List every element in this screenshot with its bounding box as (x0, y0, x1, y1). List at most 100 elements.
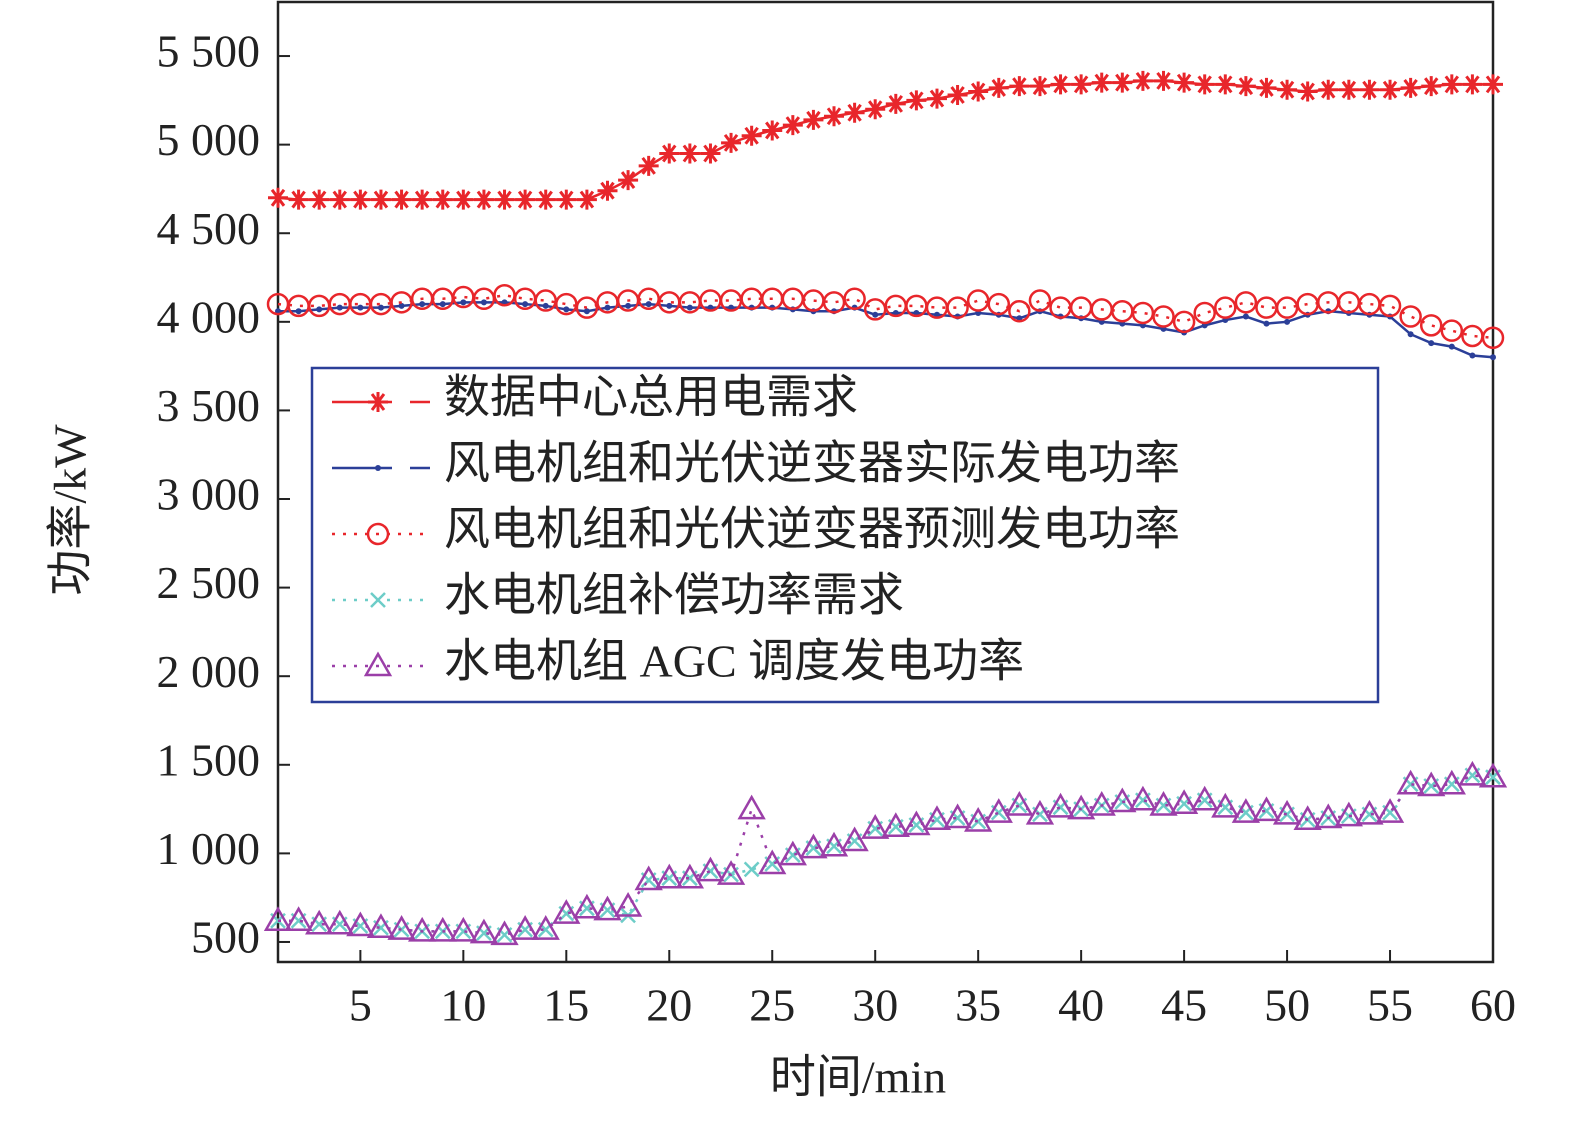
marker-triangle (325, 909, 354, 935)
marker-star (309, 189, 330, 210)
marker-star (391, 189, 412, 210)
marker-star (1421, 76, 1442, 97)
marker-star (432, 189, 453, 210)
x-tick-label: 30 (852, 980, 898, 1031)
marker-triangle (490, 920, 519, 946)
marker-dot (1469, 352, 1476, 359)
legend-label: 风电机组和光伏逆变器实际发电功率 (444, 438, 1180, 489)
marker-dot (1490, 354, 1496, 361)
marker-dot (892, 309, 899, 316)
marker-triangle (778, 840, 807, 866)
marker-star (1256, 77, 1277, 98)
marker-star (926, 88, 947, 109)
marker-dot (1284, 318, 1291, 325)
marker-star (515, 189, 536, 210)
marker-dot (1428, 340, 1435, 347)
marker-circle (1111, 299, 1134, 323)
marker-star (597, 180, 618, 201)
marker-triangle (1066, 794, 1096, 820)
marker-dot (377, 304, 384, 311)
x-tick-label: 55 (1367, 980, 1413, 1031)
marker-circle (366, 522, 390, 546)
marker-star (453, 189, 474, 210)
marker-dot (398, 302, 405, 309)
marker-dot (460, 299, 467, 306)
marker-dot (522, 301, 529, 308)
marker-star (988, 77, 1009, 98)
marker-circle (987, 292, 1011, 316)
marker-triangle (634, 865, 663, 891)
marker-star (1338, 79, 1359, 100)
marker-circle (1028, 289, 1052, 312)
marker-dot (1016, 315, 1023, 322)
marker-triangle (346, 911, 375, 937)
marker-star (494, 189, 515, 210)
marker-triangle (449, 916, 478, 942)
y-tick-label: 4 000 (157, 291, 261, 342)
marker-star (1483, 74, 1503, 95)
marker-star (865, 99, 886, 120)
marker-triangle (964, 806, 993, 832)
series-line (278, 774, 1494, 937)
marker-dot (933, 311, 940, 318)
marker-triangle (696, 856, 725, 882)
y-tick-label: 1 000 (157, 823, 261, 874)
y-tick-label: 4 500 (157, 203, 261, 254)
marker-star (535, 189, 556, 210)
marker-x (370, 592, 386, 608)
marker-triangle (1478, 762, 1508, 788)
marker-circle (1214, 296, 1237, 319)
marker-star (268, 187, 288, 208)
marker-star (721, 132, 742, 153)
marker-star (762, 120, 783, 141)
marker-triangle (943, 803, 972, 829)
y-tick-label: 2 500 (157, 557, 261, 608)
marker-triangle (1458, 760, 1487, 786)
x-tick-label: 60 (1470, 980, 1516, 1031)
marker-circle (1172, 310, 1196, 334)
marker-triangle (1190, 785, 1219, 811)
marker-dot (542, 302, 549, 309)
x-tick-label: 5 (349, 980, 372, 1031)
series-line (277, 79, 1493, 201)
marker-star (1235, 76, 1256, 97)
marker-triangle (1211, 792, 1240, 818)
marker-star (1071, 74, 1092, 95)
marker-circle (1152, 305, 1175, 328)
marker-star (844, 102, 865, 123)
marker-triangle (675, 863, 705, 889)
marker-triangle (1128, 785, 1158, 811)
marker-star (1462, 74, 1483, 95)
marker-star (700, 143, 721, 164)
marker-dot (336, 304, 343, 311)
x-tick-label: 45 (1161, 980, 1207, 1031)
y-tick-label: 3 500 (157, 380, 261, 431)
marker-dot (357, 304, 364, 311)
marker-triangle (1169, 789, 1199, 815)
marker-circle (1481, 326, 1505, 350)
marker-triangle (1231, 798, 1261, 823)
x-tick-label: 35 (955, 980, 1001, 1031)
x-tick-label: 10 (440, 980, 486, 1031)
marker-triangle (881, 812, 910, 838)
marker-dot (645, 301, 652, 308)
marker-circle (1008, 299, 1031, 323)
marker-triangle (819, 831, 849, 857)
marker-dot (686, 304, 693, 311)
marker-dot (1242, 313, 1249, 320)
marker-circle (1234, 291, 1258, 314)
marker-dot (375, 465, 381, 471)
marker-triangle (263, 906, 293, 931)
marker-triangle (1293, 805, 1322, 830)
marker-triangle (1437, 769, 1466, 795)
marker-dot (1263, 320, 1270, 327)
series (268, 70, 1503, 210)
marker-triangle (716, 860, 746, 885)
marker-dot (666, 302, 673, 309)
marker-star (906, 90, 927, 111)
marker-dot (583, 308, 590, 315)
marker-triangle (1005, 791, 1034, 816)
marker-star (1380, 79, 1401, 100)
marker-star (659, 143, 680, 164)
